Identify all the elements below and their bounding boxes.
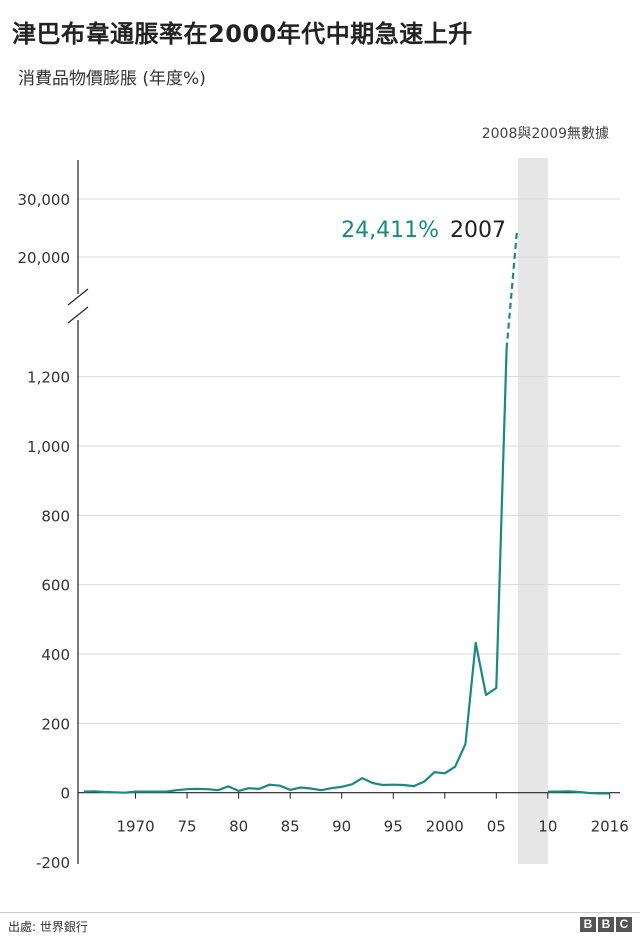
y-tick-label: 800 <box>41 507 70 525</box>
y-tick-label: 1,200 <box>27 369 70 387</box>
inflation-line <box>83 348 508 794</box>
y-tick-label: 600 <box>41 577 70 595</box>
annotation-year-label: 2007 <box>450 218 506 243</box>
y-tick-label: 400 <box>41 646 70 664</box>
x-tick-label: 05 <box>487 818 506 836</box>
inflation-line-dashed <box>505 231 519 349</box>
axis-break-mark <box>67 288 89 306</box>
logo-letter: B <box>580 917 596 932</box>
bbc-logo: B B C <box>580 917 632 932</box>
axis-break-mark <box>67 306 89 324</box>
logo-letter: C <box>616 917 632 932</box>
x-tick-label: 10 <box>538 818 557 836</box>
y-tick-label: 30,000 <box>18 191 71 209</box>
x-tick-label: 95 <box>384 818 403 836</box>
chart-subtitle: 消費品物價膨脹 (年度%) <box>18 69 206 89</box>
x-tick-label: 75 <box>178 818 197 836</box>
y-tick-label: 1,000 <box>27 438 70 456</box>
x-tick-label: 90 <box>332 818 351 836</box>
annotation-value-label: 24,411% <box>341 218 439 243</box>
chart-title: 津巴布韋通脹率在2000年代中期急速上升 <box>12 20 473 48</box>
no-data-band <box>517 158 548 864</box>
x-tick-label: 1970 <box>116 818 154 836</box>
y-tick-label: 20,000 <box>18 249 71 267</box>
x-tick-label: 2000 <box>426 818 464 836</box>
y-tick-label: 0 <box>60 785 70 803</box>
no-data-note: 2008與2009無數據 <box>482 126 609 142</box>
logo-letter: B <box>598 917 614 932</box>
y-tick-label: -200 <box>36 854 70 872</box>
x-tick-label: 85 <box>281 818 300 836</box>
footer-divider <box>0 912 640 913</box>
y-tick-label: 200 <box>41 715 70 733</box>
x-tick-label: 2016 <box>591 818 629 836</box>
source-note: 出處: 世界銀行 <box>8 920 88 934</box>
inflation-line-chart: -200 0 200 400 600 800 1,000 1,200 20,000 30,000 1… <box>18 126 629 872</box>
x-tick-label: 80 <box>229 818 248 836</box>
